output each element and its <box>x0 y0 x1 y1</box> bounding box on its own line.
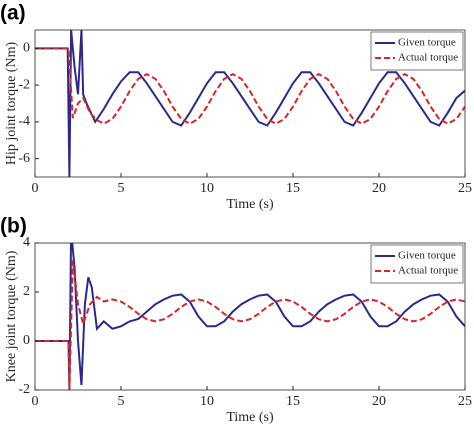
x-tick-label: 5 <box>118 394 125 409</box>
x-tick-label: 15 <box>286 394 300 409</box>
legend-box <box>370 31 464 71</box>
x-tick-label: 10 <box>200 181 214 196</box>
panel-label: (b) <box>0 215 27 238</box>
legend-box <box>370 244 464 284</box>
plot-lines <box>35 243 465 390</box>
x-tick-label: 0 <box>32 394 39 409</box>
legend-label: Given torque <box>398 37 456 49</box>
x-tick-label: 15 <box>286 181 300 196</box>
x-tick-label: 20 <box>372 181 386 196</box>
x-axis-label: Time (s) <box>226 197 274 212</box>
axes-box <box>34 242 466 391</box>
y-tick-label: 0 <box>23 41 30 56</box>
y-tick-label: -4 <box>18 114 30 129</box>
x-tick-label: 10 <box>200 394 214 409</box>
legend-label: Given torque <box>398 250 456 262</box>
y-axis-label: Knee joint torque (Nm) <box>4 250 19 382</box>
x-tick-label: 20 <box>372 394 386 409</box>
x-axis-label: Time (s) <box>226 410 274 425</box>
axes-box <box>34 29 466 178</box>
y-tick-label: -2 <box>18 382 30 397</box>
series-line <box>35 260 465 390</box>
legend-label: Actual torque <box>398 52 458 64</box>
y-tick-label: 2 <box>23 284 30 299</box>
x-tick-label: 5 <box>118 181 125 196</box>
series-line <box>35 243 465 390</box>
x-tick-label: 25 <box>458 394 472 409</box>
y-tick-label: 0 <box>23 333 30 348</box>
y-tick-label: -2 <box>18 77 30 92</box>
x-tick-label: 25 <box>458 181 472 196</box>
x-tick-label: 0 <box>32 181 39 196</box>
y-axis-label: Hip joint torque (Nm) <box>4 42 19 166</box>
y-tick-label: -6 <box>18 151 30 166</box>
panel-label: (a) <box>0 2 26 25</box>
legend-label: Actual torque <box>398 265 458 277</box>
series-line <box>35 47 465 125</box>
y-tick-label: 4 <box>23 235 30 250</box>
plot-lines <box>35 30 465 177</box>
